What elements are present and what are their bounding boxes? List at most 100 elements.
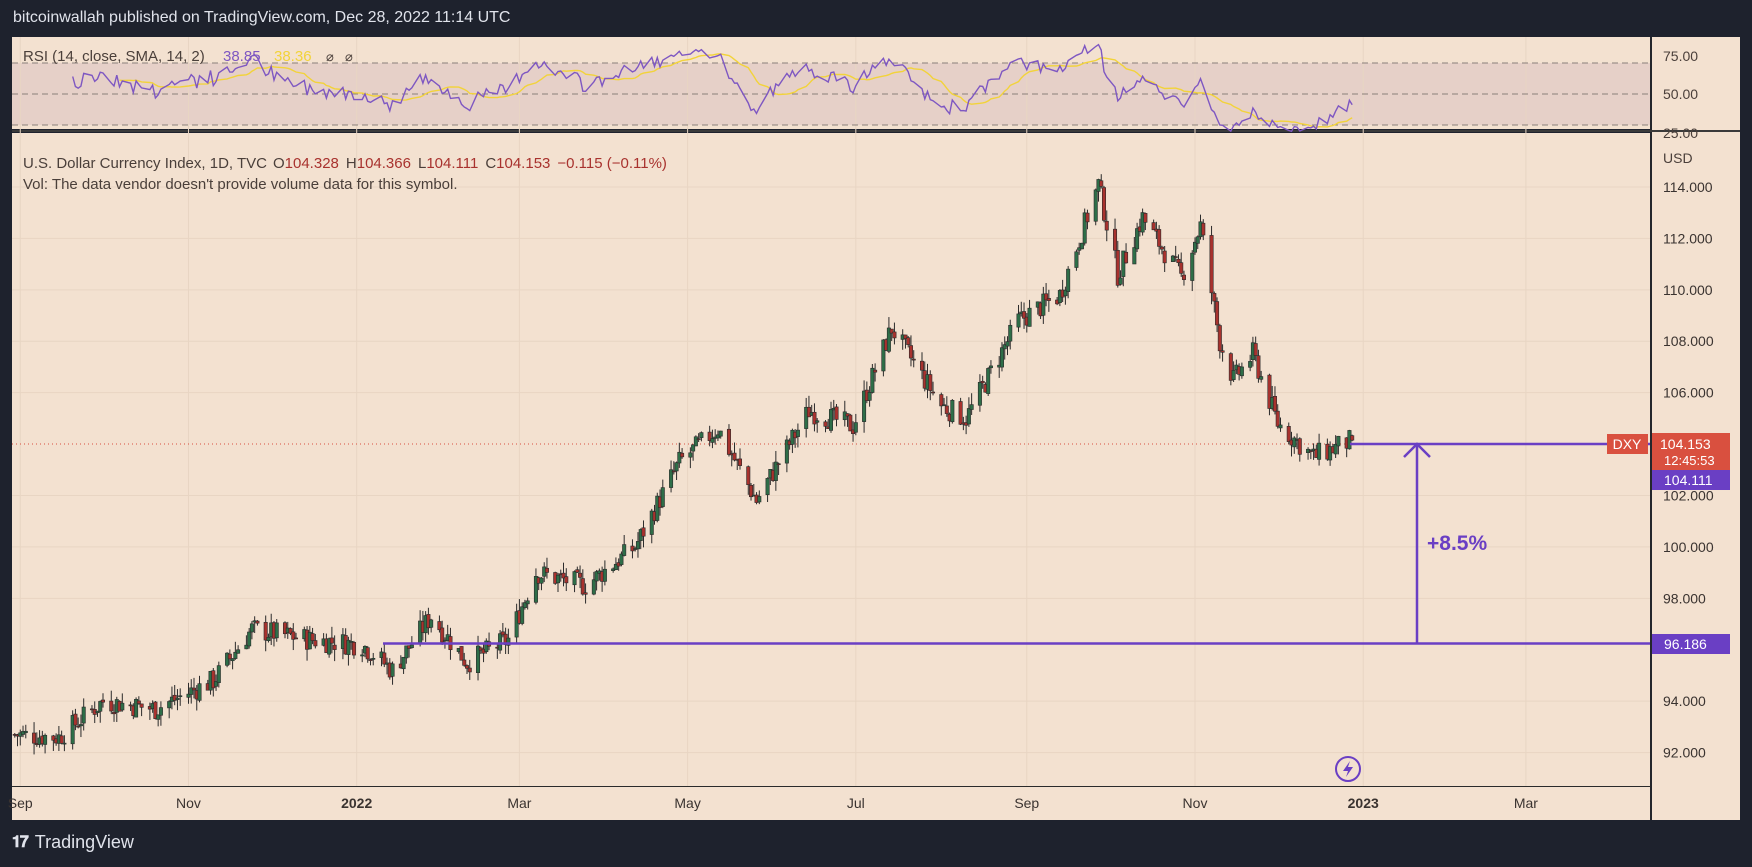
candle-body [691,444,696,452]
price-tick-label: 102.000 [1663,487,1714,503]
candle [1121,250,1126,287]
candle-body [1217,325,1222,352]
candle-body [401,656,406,670]
candle-body [158,707,163,716]
ohlc-h-label: H [346,155,357,172]
candle-body [506,637,511,646]
footer: 𝟏𝟕 TradingView [12,832,134,853]
candle [765,477,770,503]
candle [757,490,762,505]
candle-body [1256,355,1261,379]
candle-body [1350,435,1355,441]
candle-body [939,394,944,407]
candle [1027,299,1032,327]
candle-body [889,328,894,334]
candle [1259,370,1264,383]
candle [440,620,445,645]
candle-body [1228,353,1233,381]
candle-body [773,461,778,481]
candle [986,367,991,396]
candle [931,381,936,396]
candle [1005,336,1010,356]
price-tick-label: 98.000 [1663,590,1706,606]
candle [500,623,505,638]
candle [671,461,676,475]
candle-body [776,463,781,465]
candle-body [382,652,387,665]
candle [255,620,260,626]
candle-body [236,649,241,654]
symbol-tag [1607,434,1648,454]
candle-body [98,701,103,712]
candle-body [1176,258,1181,264]
candle [622,534,627,557]
candle-body [1159,246,1164,250]
candle [514,603,519,644]
candle-body [823,421,828,427]
candle-body [881,339,886,372]
candle [906,336,911,348]
candle-body [980,380,985,384]
candle [873,363,878,382]
candle [225,652,230,668]
candle [944,396,949,417]
candle [870,364,875,394]
ohlc-high: 104.366 [357,155,411,172]
candle [977,374,982,412]
candle-body [62,742,67,745]
candle [1157,225,1162,255]
time-ticks: Sep Nov 2022 Mar May Jul Sep Nov 2023 Mar [8,795,1538,811]
candle [1046,289,1051,312]
candle-body [591,579,596,595]
candle [823,420,828,433]
candle [911,350,916,368]
candle-body [429,619,434,628]
price-tick-label: 106.000 [1663,385,1714,401]
candle-body [1066,268,1071,292]
candle [815,418,820,433]
candle [437,615,442,633]
candle [1063,286,1068,305]
candle-body [274,622,279,639]
candle [578,565,583,589]
main-pane[interactable] [12,133,1650,787]
candle [594,569,599,591]
candle [197,675,202,703]
candle-body [710,438,715,443]
candle-body [1104,220,1109,231]
candle [564,568,569,592]
candle-body [641,527,646,537]
candle-body [1046,297,1051,301]
currency-label: USD [1663,150,1693,166]
candle-body [561,572,566,579]
candle-body [1272,396,1277,412]
lightning-icon[interactable] [1335,756,1361,782]
candle-body [368,659,373,661]
candle [230,658,235,670]
candle [95,710,100,717]
candle-body [136,700,141,704]
candle-body [1008,324,1013,342]
candle [1066,266,1071,299]
candle-body [498,633,503,651]
candle [464,664,469,675]
candle-body [476,645,481,674]
measure-arrowhead [1403,442,1431,458]
candle [1093,188,1098,226]
time-tick-label: Sep [1014,795,1039,811]
candle [892,322,897,345]
candle [655,492,660,523]
ohlc-open: 104.328 [285,155,339,172]
candle-body [737,458,742,466]
candle [101,693,106,708]
candle-body [580,578,585,595]
candle [939,392,944,416]
candle [1297,437,1302,462]
candle [1215,297,1220,333]
candle [804,397,809,438]
candle [1193,237,1198,255]
candle-body [539,577,544,584]
candle [98,700,103,723]
candle [919,352,924,380]
